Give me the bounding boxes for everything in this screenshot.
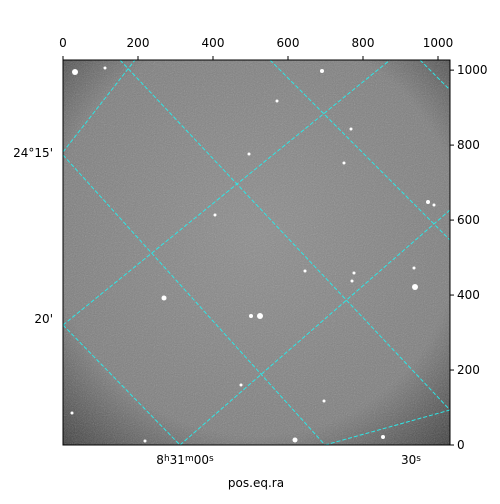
y-tick-label: 800 [457, 138, 480, 152]
x-axis-label: pos.eq.ra [228, 476, 284, 490]
ra-label-part: 30 [401, 453, 416, 467]
ra-label-part: s [209, 454, 214, 464]
y-tick-label: 0 [457, 438, 465, 452]
x-tick-label: 200 [127, 36, 150, 50]
ra-tick-label: 30s [401, 453, 421, 467]
ra-label-part: m [185, 454, 194, 464]
dec-tick-label: 20' [34, 312, 53, 326]
ra-label-part: h [164, 454, 170, 464]
sky-image [63, 60, 450, 445]
x-tick-label: 400 [202, 36, 225, 50]
y-tick-label: 200 [457, 363, 480, 377]
y-tick-label: 400 [457, 288, 480, 302]
x-tick-label: 600 [277, 36, 300, 50]
frame [62, 59, 451, 446]
y-tick-label: 600 [457, 213, 480, 227]
x-tick-label: 800 [352, 36, 375, 50]
dec-tick-label: 24°15' [13, 146, 53, 160]
ra-label-part: 8 [156, 453, 164, 467]
ra-tick-label: 8h31m00s [156, 453, 214, 467]
y-tick-label: 1000 [457, 63, 488, 77]
x-tick-label: 0 [59, 36, 67, 50]
x-tick-label: 1000 [423, 36, 454, 50]
ra-label-part: 31 [170, 453, 185, 467]
ra-label-part: s [416, 454, 421, 464]
ra-label-part: 00 [194, 453, 209, 467]
